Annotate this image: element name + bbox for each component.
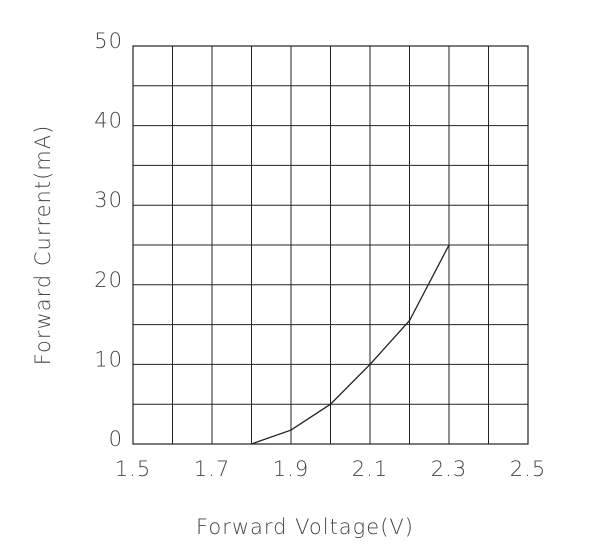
plot-frame (132, 45, 529, 445)
x-tick-label: 2.1 (352, 457, 388, 481)
x-tick-label: 2.5 (510, 457, 546, 481)
y-tick-label: 20 (94, 268, 123, 292)
x-tick-label: 2.3 (431, 457, 467, 481)
y-tick-label: 40 (94, 109, 123, 133)
y-tick-label: 10 (94, 347, 123, 371)
x-axis-label: Forward Voltage(V) (196, 515, 414, 539)
x-tick-label: 1.9 (273, 457, 309, 481)
y-tick-label: 0 (109, 427, 123, 451)
x-tick-label: 1.7 (194, 457, 230, 481)
data-line (251, 244, 450, 445)
y-tick-label: 50 (94, 29, 123, 53)
x-tick-label: 1.5 (115, 457, 151, 481)
y-tick-label: 30 (94, 188, 123, 212)
y-axis-label: Forward Current(mA) (31, 125, 55, 366)
